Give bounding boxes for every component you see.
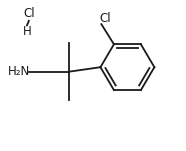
Text: H: H bbox=[23, 25, 31, 38]
Text: Cl: Cl bbox=[99, 12, 111, 25]
Text: H₂N: H₂N bbox=[7, 65, 30, 78]
Text: Cl: Cl bbox=[23, 7, 35, 20]
